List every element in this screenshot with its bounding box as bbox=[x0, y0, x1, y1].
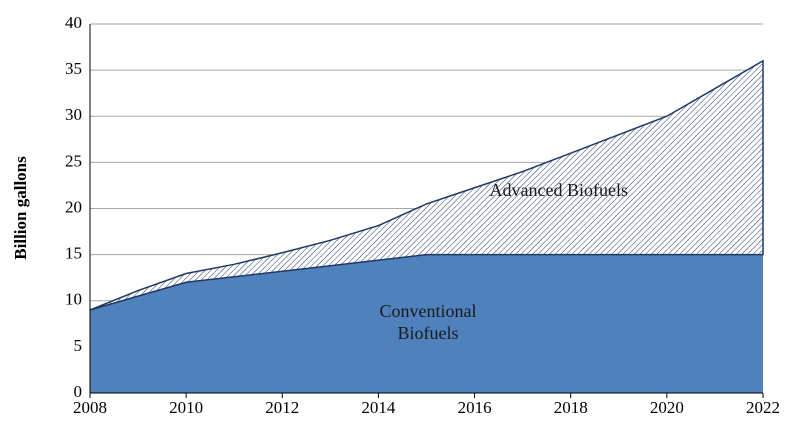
y-tick-label: 40 bbox=[65, 13, 82, 32]
y-tick-label: 20 bbox=[65, 197, 82, 216]
y-tick-label: 10 bbox=[65, 290, 82, 309]
x-tick-label: 2010 bbox=[169, 398, 203, 417]
series-label-text: Conventional Biofuels bbox=[379, 300, 477, 343]
y-axis-label: Billion gallons bbox=[11, 156, 30, 260]
x-tick-label: 2016 bbox=[458, 398, 492, 417]
y-tick-label: 25 bbox=[65, 151, 82, 170]
x-tick-label: 2008 bbox=[73, 398, 107, 417]
x-tick-label: 2020 bbox=[650, 398, 684, 417]
series-label-text: Advanced Biofuels bbox=[489, 179, 629, 200]
series-label: Advanced Biofuels bbox=[489, 179, 629, 200]
area bbox=[89, 59, 764, 311]
x-tick-label: 2022 bbox=[746, 398, 780, 417]
y-tick-label: 0 bbox=[74, 382, 83, 401]
y-tick-label: 30 bbox=[65, 105, 82, 124]
series-label: Conventional Biofuels bbox=[379, 300, 477, 343]
x-tick-label: 2012 bbox=[265, 398, 299, 417]
y-tick-label: 35 bbox=[65, 59, 82, 78]
x-tick-label: 2014 bbox=[361, 398, 396, 417]
y-tick-label: 15 bbox=[65, 244, 82, 263]
area bbox=[90, 254, 763, 393]
x-tick-label: 2018 bbox=[554, 398, 588, 417]
y-tick-label: 5 bbox=[74, 336, 83, 355]
